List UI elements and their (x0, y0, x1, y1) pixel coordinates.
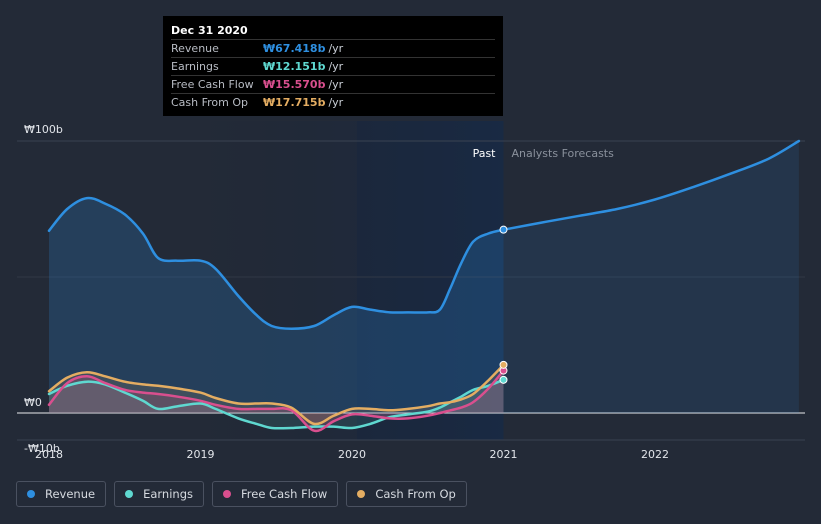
series-end-markers (499, 225, 508, 384)
series-lines (47, 139, 801, 433)
tooltip: Dec 31 2020 Revenue ₩67.418b /yr Earning… (163, 16, 503, 116)
dot-icon (27, 490, 35, 498)
legend: Revenue Earnings Free Cash Flow Cash Fro… (16, 481, 467, 509)
y-tick-label: -₩10b (24, 442, 60, 455)
tooltip-unit: /yr (328, 42, 344, 55)
legend-label: Revenue (45, 487, 96, 501)
x-tick-label: 2019 (187, 448, 215, 461)
tooltip-value: ₩17.715b (263, 96, 326, 109)
line-revenue (47, 196, 505, 330)
tooltip-value: ₩67.418b (263, 42, 326, 55)
tooltip-row-cash-from-op: Cash From Op ₩17.715b /yr (171, 94, 495, 111)
tooltip-date: Dec 31 2020 (171, 22, 495, 40)
legend-item-revenue[interactable]: Revenue (16, 481, 107, 507)
x-tick-label: 2018 (35, 448, 63, 461)
legend-item-free-cash-flow[interactable]: Free Cash Flow (212, 481, 339, 507)
legend-label: Earnings (143, 487, 193, 501)
y-tick-label: ₩0 (24, 396, 42, 409)
x-tick-label: 2020 (338, 448, 366, 461)
legend-item-cash-from-op[interactable]: Cash From Op (346, 481, 467, 507)
past-label: Past (473, 147, 497, 160)
legend-label: Cash From Op (375, 487, 456, 501)
legend-item-earnings[interactable]: Earnings (114, 481, 204, 507)
x-tick-label: 2021 (490, 448, 518, 461)
tooltip-unit: /yr (328, 96, 344, 109)
tooltip-row-revenue: Revenue ₩67.418b /yr (171, 40, 495, 58)
legend-label: Free Cash Flow (241, 487, 328, 501)
dot-icon (223, 490, 231, 498)
line-cash-from-op (47, 363, 505, 426)
forecast-line-revenue (502, 139, 801, 231)
x-tick-label: 2022 (641, 448, 669, 461)
end-marker-revenue (499, 225, 508, 234)
end-marker-cash-from-op (499, 360, 508, 369)
tooltip-value: ₩15.570b (263, 78, 326, 91)
tooltip-label: Free Cash Flow (171, 78, 254, 91)
dot-icon (125, 490, 134, 498)
y-tick-label: ₩100b (24, 123, 63, 136)
area-revenue (49, 197, 504, 413)
tooltip-value: ₩12.151b (263, 60, 326, 73)
tooltip-label: Revenue (171, 42, 219, 55)
forecast-area-revenue (503, 141, 799, 413)
line-free-cash-flow (47, 369, 505, 433)
end-marker-earnings (499, 375, 508, 384)
forecast-label: Analysts Forecasts (512, 147, 615, 160)
tooltip-row-free-cash-flow: Free Cash Flow ₩15.570b /yr (171, 76, 495, 94)
dot-icon (357, 490, 366, 498)
past-band-highlight (357, 121, 504, 440)
tooltip-row-earnings: Earnings ₩12.151b /yr (171, 58, 495, 76)
tooltip-label: Cash From Op (171, 96, 249, 109)
tooltip-unit: /yr (328, 78, 344, 91)
tooltip-label: Earnings (171, 60, 219, 73)
tooltip-unit: /yr (328, 60, 344, 73)
